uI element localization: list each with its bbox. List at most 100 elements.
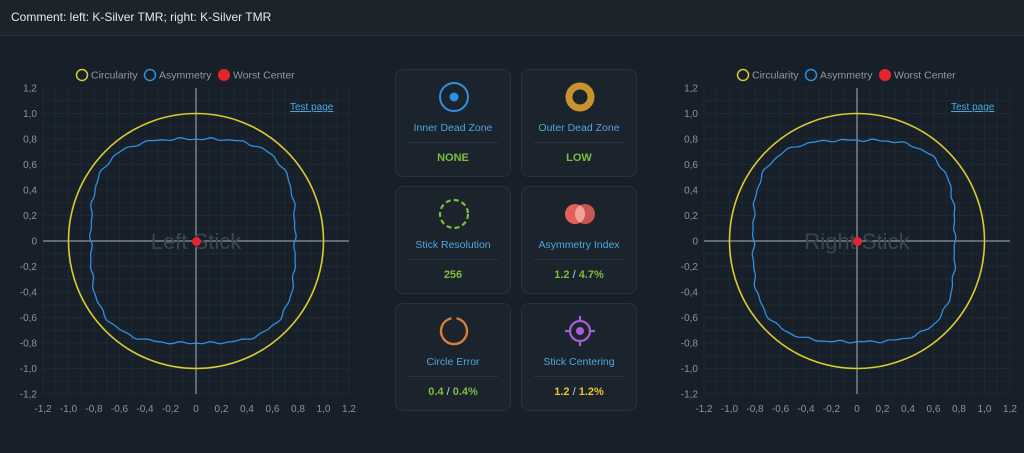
x-tick-label: -0,2 [823,404,841,415]
x-tick-label: 0,8 [952,404,966,415]
x-tick-label: 1,0 [978,404,992,415]
y-tick-label: -1,2 [20,390,38,401]
stick-centering-card: Stick Centering 1.2 / 1.2% [521,303,637,411]
header-bar: Comment: left: K-Silver TMR; right: K-Si… [0,0,1024,36]
x-tick-label: -1,0 [60,404,78,415]
stick-resolution-value: 256 [443,269,463,281]
right-test-page-link[interactable]: Test page [951,102,995,113]
right-asymmetry-trace [751,138,957,344]
y-tick-label: -0,2 [681,262,699,273]
x-tick-label: 0,6 [266,404,280,415]
y-tick-label: 0 [692,237,698,248]
value-separator: / [572,269,576,281]
x-tick-label: 0 [193,404,199,415]
x-tick-label: -0,6 [111,404,129,415]
x-tick-label: 1,2 [342,404,356,415]
y-tick-label: -1,2 [681,390,699,401]
outer-dead-zone-card: Outer Dead Zone LOW [521,69,637,177]
x-tick-label: -1,2 [695,404,713,415]
divider [408,259,498,260]
stick-resolution-label: Stick Resolution [415,239,491,251]
y-tick-label: 1,0 [23,109,37,120]
x-tick-label: -0,4 [136,404,154,415]
inner-dead-zone-value: NONE [437,152,469,164]
asymmetry-legend-icon [143,68,157,82]
legend-asymmetry: Asymmetry [159,70,212,82]
legend-asymmetry: Asymmetry [820,70,873,82]
y-tick-label: -0,4 [681,288,699,299]
right-circularity-circle [728,112,986,370]
x-tick-label: -0,2 [162,404,180,415]
stick-centering-value: 1.2 / 1.2% [522,386,636,398]
stick-centering-left: 1.2 [554,386,570,398]
x-tick-label: -0,4 [797,404,815,415]
x-tick-label: 0 [854,404,860,415]
x-tick-label: 1,0 [317,404,331,415]
stick-resolution-card: Stick Resolution 256 [395,186,511,294]
x-tick-label: -1,2 [34,404,52,415]
legend-circularity: Circularity [752,70,799,82]
divider [408,376,498,377]
circle-error-icon [439,317,469,346]
inner-dead-zone-icon [439,82,469,112]
legend-worst-center: Worst Center [233,70,295,82]
y-tick-label: -0,2 [20,262,38,273]
asymmetry-index-left: 1.2 [554,269,570,281]
circle-error-right: 0.4% [452,386,478,398]
inner-dead-zone-card: Inner Dead Zone NONE [395,69,511,177]
x-tick-label: 0,8 [291,404,305,415]
y-tick-label: 1,2 [23,84,37,95]
circularity-legend-icon [75,68,89,82]
y-tick-label: -0,6 [20,313,38,324]
stick-centering-right: 1.2% [578,386,604,398]
left-legend: Circularity Asymmetry Worst Center [75,68,295,82]
x-tick-label: -1,0 [721,404,739,415]
legend-worst-center: Worst Center [894,70,956,82]
y-tick-label: 0,8 [684,135,698,146]
inner-dead-zone-label: Inner Dead Zone [413,122,493,134]
y-tick-label: 0,6 [23,160,37,171]
divider [534,142,624,143]
comment-text: Comment: left: K-Silver TMR; right: K-Si… [11,10,272,24]
legend-circularity: Circularity [91,70,138,82]
y-tick-label: -0,8 [20,339,38,350]
left-asymmetry-trace [89,137,297,345]
circle-error-label: Circle Error [426,356,480,368]
x-tick-label: -0,6 [772,404,790,415]
y-tick-label: 0,8 [23,135,37,146]
x-tick-label: 1,2 [1003,404,1017,415]
left-tick-labels: -1,2 -1,2 -1,0 -1,0 -0,8 -0,8 -0,6 -0,6 -0,4 -0,4… [20,84,357,416]
x-tick-label: 0,2 [876,404,890,415]
asymmetry-legend-icon [804,68,818,82]
worst-center-legend-icon [218,69,230,81]
outer-dead-zone-value: LOW [566,152,592,164]
y-tick-label: -0,6 [681,313,699,324]
y-tick-label: 1,0 [684,109,698,120]
divider [534,376,624,377]
asymmetry-index-value: 1.2 / 4.7% [522,269,636,281]
y-tick-label: 0,4 [684,186,698,197]
divider [534,259,624,260]
y-tick-label: 0,2 [684,211,698,222]
left-worst-center-dot [192,237,201,246]
x-tick-label: 0,4 [240,404,254,415]
y-tick-label: 0,4 [23,186,37,197]
crosshair-icon [565,316,595,346]
x-tick-label: 0,2 [215,404,229,415]
left-test-page-link[interactable]: Test page [290,102,334,113]
analysis-panel: Circularity Asymmetry Worst Center -1,2-… [0,37,1024,453]
circularity-legend-icon [736,68,750,82]
circle-error-left: 0.4 [428,386,444,398]
divider [408,142,498,143]
y-tick-label: -0,4 [20,288,38,299]
y-tick-label: -0,8 [681,339,699,350]
y-tick-label: 1,2 [684,84,698,95]
x-tick-label: 0,4 [901,404,915,415]
y-tick-label: 0,2 [23,211,37,222]
right-stick-plot: Circularity Asymmetry Worst Center -1,2-… [681,68,1017,415]
y-tick-label: 0,6 [684,160,698,171]
asymmetry-index-right: 4.7% [578,269,604,281]
y-tick-label: 0 [31,237,37,248]
stick-resolution-icon [438,198,470,230]
x-tick-label: 0,6 [927,404,941,415]
